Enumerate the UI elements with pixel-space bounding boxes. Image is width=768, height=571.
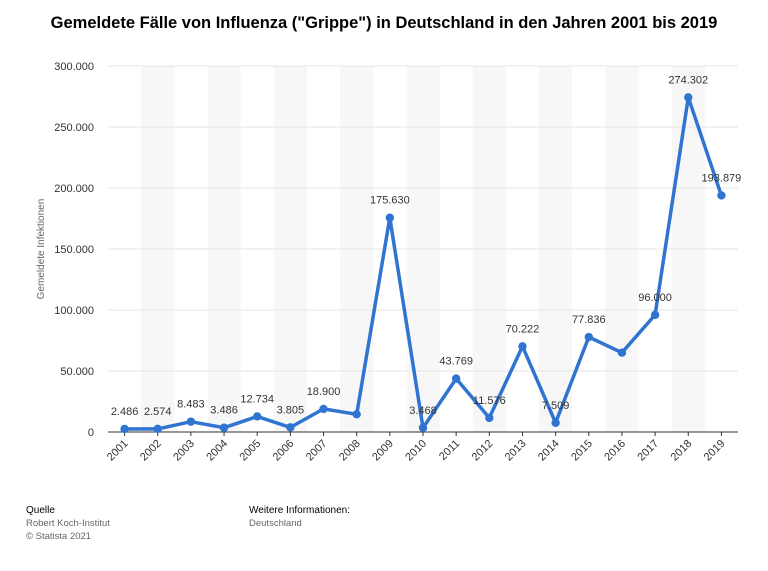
x-tick-label: 2004 bbox=[204, 438, 230, 464]
y-axis-label: Gemeldete Infektionen bbox=[36, 199, 47, 300]
x-tick-label: 2002 bbox=[138, 438, 164, 464]
data-point bbox=[286, 423, 295, 432]
source-block: Quelle Robert Koch-Institut © Statista 2… bbox=[26, 505, 110, 542]
x-tick-label: 2007 bbox=[304, 438, 330, 464]
source-name: Robert Koch-Institut bbox=[26, 518, 110, 529]
x-tick-label: 2003 bbox=[171, 438, 197, 464]
data-label: 12.734 bbox=[240, 393, 274, 405]
data-point bbox=[385, 213, 395, 222]
x-tick-label: 2012 bbox=[470, 438, 496, 464]
x-tick-label: 2011 bbox=[437, 438, 462, 463]
info-region: Deutschland bbox=[249, 518, 302, 529]
x-axis-ticks: 2001 2002 2003 2004 2005 2006 2007 2008 2009 2010… bbox=[105, 432, 728, 463]
info-heading: Weitere Informationen: bbox=[249, 505, 350, 516]
data-label: 18.900 bbox=[307, 386, 341, 398]
data-label: 3.486 bbox=[210, 405, 238, 417]
data-label: 96.000 bbox=[638, 292, 672, 304]
x-tick-label: 2016 bbox=[602, 438, 628, 464]
data-point bbox=[120, 424, 129, 434]
data-label: 3.805 bbox=[277, 404, 305, 416]
data-label: 175.630 bbox=[370, 195, 410, 207]
data-point bbox=[418, 423, 428, 432]
data-point bbox=[684, 93, 693, 102]
x-tick-label: 2015 bbox=[569, 438, 595, 464]
y-tick-label: 250.000 bbox=[54, 122, 94, 134]
x-tick-label: 2009 bbox=[370, 438, 396, 464]
y-tick-label: 200.000 bbox=[54, 183, 94, 195]
data-label: 7.509 bbox=[542, 400, 570, 412]
x-tick-label: 2005 bbox=[238, 438, 264, 464]
grid-lines bbox=[108, 65, 738, 372]
data-point bbox=[253, 412, 262, 421]
data-label: 77.836 bbox=[572, 314, 606, 326]
data-label: 2.574 bbox=[144, 406, 172, 418]
x-tick-label: 2001 bbox=[105, 438, 131, 464]
data-label: 2.486 bbox=[111, 406, 139, 418]
data-point bbox=[153, 424, 162, 434]
y-tick-label: 100.000 bbox=[54, 305, 94, 317]
data-label: 70.222 bbox=[506, 323, 540, 335]
source-heading: Quelle bbox=[26, 505, 55, 516]
x-tick-label: 2014 bbox=[536, 438, 562, 464]
line-chart: 0 50.000 100.000 150.000 200.000 250.000 300.0… bbox=[36, 61, 741, 463]
data-label: 193.879 bbox=[702, 172, 742, 184]
x-tick-label: 2019 bbox=[702, 438, 728, 464]
data-point bbox=[485, 413, 494, 423]
info-block: Weitere Informationen: Deutschland bbox=[249, 505, 350, 529]
x-tick-label: 2018 bbox=[669, 438, 695, 464]
data-label: 274.302 bbox=[668, 74, 708, 86]
y-tick-label: 300.000 bbox=[54, 61, 94, 73]
y-tick-label: 150.000 bbox=[54, 244, 94, 256]
data-point bbox=[518, 342, 527, 351]
data-point bbox=[451, 374, 461, 383]
data-point bbox=[717, 191, 726, 200]
data-point bbox=[186, 417, 196, 426]
y-tick-label: 0 bbox=[88, 427, 94, 439]
x-tick-label: 2006 bbox=[271, 438, 297, 464]
data-label: 11.576 bbox=[473, 395, 506, 407]
data-point bbox=[584, 332, 593, 342]
data-point bbox=[219, 423, 229, 432]
x-tick-label: 2017 bbox=[635, 438, 661, 464]
data-point bbox=[650, 310, 660, 320]
data-points bbox=[120, 93, 726, 434]
chart-title: Gemeldete Fälle von Influenza ("Grippe")… bbox=[50, 14, 718, 32]
data-point bbox=[352, 410, 361, 419]
x-tick-label: 2008 bbox=[337, 438, 363, 464]
data-label: 43.769 bbox=[439, 356, 473, 368]
data-point bbox=[319, 404, 328, 414]
y-tick-label: 50.000 bbox=[60, 366, 94, 378]
data-point bbox=[551, 418, 560, 428]
x-tick-label: 2010 bbox=[403, 438, 429, 464]
y-axis-ticks: 0 50.000 100.000 150.000 200.000 250.000 300.0… bbox=[54, 61, 94, 439]
data-label: 8.483 bbox=[177, 399, 205, 411]
data-label: 3.468 bbox=[409, 405, 437, 417]
copyright: © Statista 2021 bbox=[26, 531, 92, 542]
x-tick-label: 2013 bbox=[503, 438, 529, 464]
data-point bbox=[617, 348, 627, 357]
